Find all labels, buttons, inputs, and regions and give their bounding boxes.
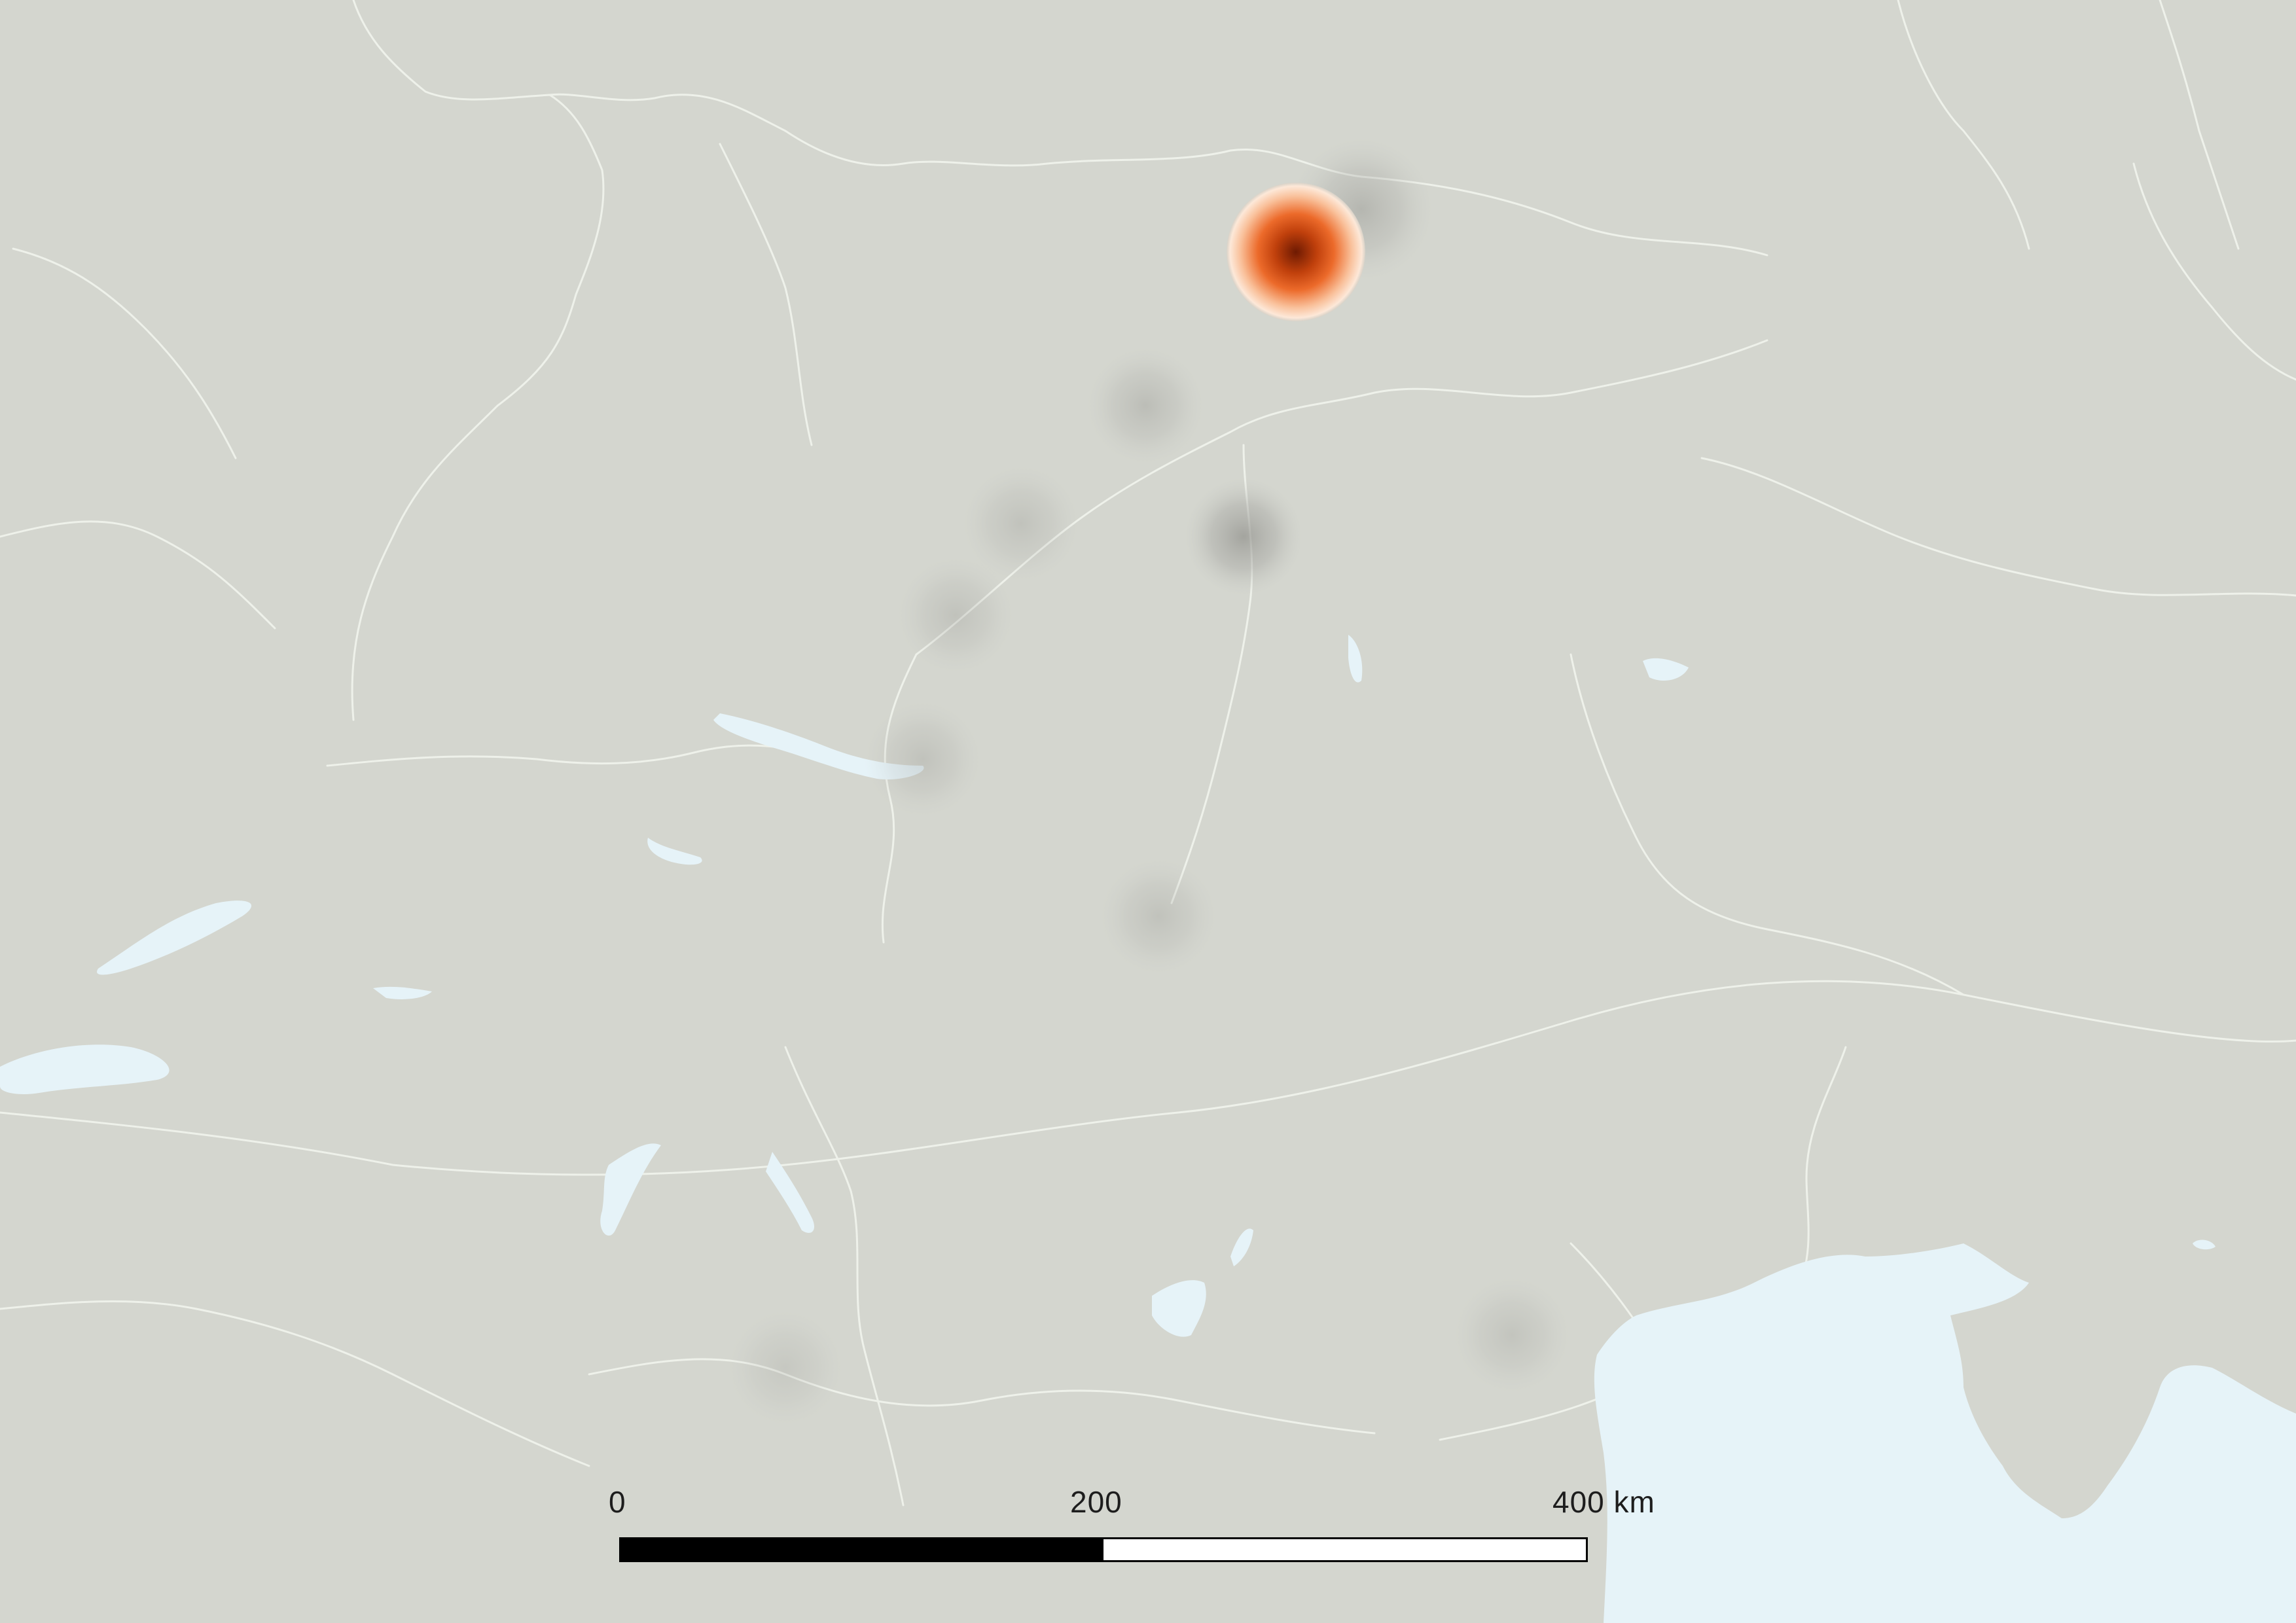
- adriatic-sea: [1594, 1243, 2296, 1623]
- faint-density: [1453, 1276, 1571, 1394]
- scale-bar-filled-segment: [621, 1539, 1103, 1560]
- lake-biel: [373, 986, 432, 999]
- primary-hotspot: [1227, 183, 1365, 321]
- lake-garda: [1152, 1280, 1206, 1337]
- scale-bar: [619, 1537, 1588, 1562]
- lake-ammersee: [1348, 635, 1363, 683]
- heatmap-layer: [726, 137, 1571, 1427]
- small-islet: [2193, 1240, 2215, 1250]
- lake-como: [766, 1152, 815, 1233]
- faint-density: [1086, 347, 1204, 465]
- faint-density: [897, 556, 1014, 674]
- lake-maggiore: [600, 1143, 661, 1236]
- faint-density: [726, 1309, 844, 1427]
- faint-density: [864, 700, 982, 818]
- scale-label-mid: 200: [1070, 1485, 1122, 1519]
- lake-geneva: [0, 1044, 170, 1094]
- faint-density: [1185, 478, 1302, 596]
- lake-zurich: [647, 838, 702, 865]
- lake-chiemsee: [1643, 658, 1689, 681]
- lake-neuchatel: [97, 901, 252, 975]
- faint-density: [1100, 857, 1217, 975]
- faint-density: [962, 465, 1080, 582]
- scale-label-zero: 0: [609, 1485, 626, 1519]
- lake-garda-north: [1230, 1228, 1253, 1266]
- scale-label-max: 400 km: [1552, 1485, 1655, 1519]
